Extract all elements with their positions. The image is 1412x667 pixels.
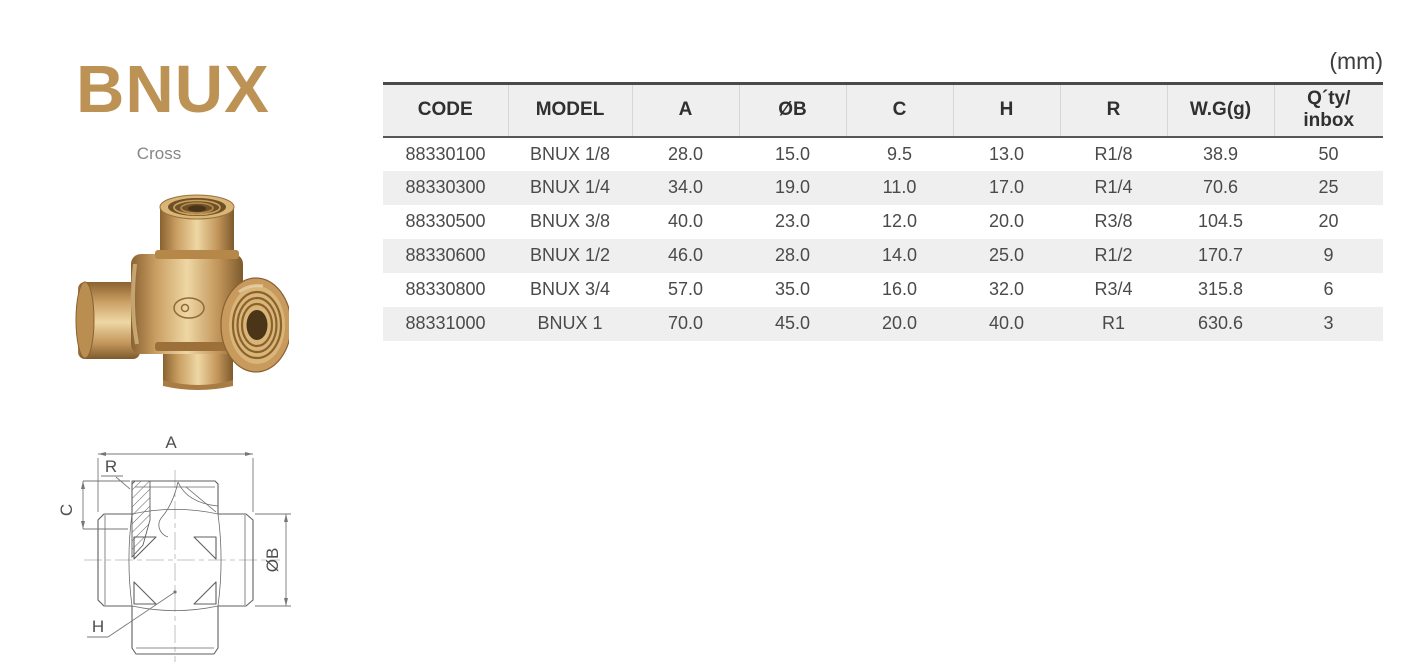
table-cell: 50 — [1318, 143, 1339, 164]
table-cell: 32.0 — [988, 279, 1025, 299]
table-cell: BNUX 1/4 — [508, 170, 632, 205]
table-cell: 9 — [1274, 238, 1383, 273]
series-title: BNUX — [76, 52, 270, 127]
header-cell: CODE — [383, 82, 508, 138]
table-cell: 315.8 — [1197, 279, 1244, 299]
table-cell: 13.0 — [988, 143, 1025, 164]
table-cell: 88330300 — [383, 170, 508, 205]
table-cell: 88330600 — [383, 238, 508, 273]
table-cell: 40.0 — [667, 211, 704, 231]
series-subtitle: Cross — [136, 144, 182, 163]
dim-label-a: A — [165, 433, 177, 452]
table-cell: R1 — [1060, 306, 1167, 341]
table-cell: 25.0 — [953, 238, 1060, 273]
table-row: 88330600 BNUX 1/2 46.0 28.0 14.0 25.0 R1/2 170.… — [383, 238, 1383, 273]
table-cell: 3 — [1274, 306, 1383, 341]
table-cell: 45.0 — [739, 306, 846, 341]
product-photo — [73, 192, 292, 390]
table-cell: 46.0 — [632, 238, 739, 273]
unit-label: (mm) — [1329, 48, 1383, 74]
table-cell: R3/8 — [1094, 211, 1133, 231]
table-cell: 16.0 — [881, 279, 918, 299]
dim-label-c: C — [57, 504, 76, 516]
table-cell: 630.6 — [1167, 306, 1274, 341]
table-cell: 6 — [1323, 279, 1334, 299]
table-cell: 20.0 — [846, 306, 953, 341]
table-row: 88330300 BNUX 1/4 34.0 19.0 11.0 17.0 R1/4 70.6… — [383, 170, 1383, 205]
cross-section-drawing: A R C ØB H — [57, 433, 291, 662]
table-cell: 23.0 — [774, 211, 811, 231]
dim-label-ob: ØB — [263, 548, 282, 573]
table-cell: 19.0 — [739, 170, 846, 205]
table-cell: 12.0 — [881, 211, 918, 231]
brass-cross-fitting-image — [75, 194, 292, 390]
table-cell: 9.5 — [886, 143, 913, 164]
header-cell: A — [631, 82, 739, 138]
table-cell: BNUX 3/8 — [529, 211, 611, 231]
table-cell: 70.6 — [1167, 170, 1274, 205]
table-cell: 88330500 — [405, 211, 486, 231]
spec-table-header-row: CODE MODEL A ØB C H R W.G(g) Q´ty/inbox — [383, 82, 1383, 138]
table-cell: 15.0 — [774, 143, 811, 164]
table-cell: 28.0 — [739, 238, 846, 273]
header-cell: C — [845, 82, 953, 138]
table-cell: 25 — [1274, 170, 1383, 205]
table-cell: 88330800 — [405, 279, 486, 299]
table-cell: R3/4 — [1094, 279, 1133, 299]
table-cell: 170.7 — [1167, 238, 1274, 273]
table-cell: 20 — [1318, 211, 1339, 231]
table-row: 88331000 BNUX 1 70.0 45.0 20.0 40.0 R1 630.6 3 — [383, 306, 1383, 341]
table-cell: 35.0 — [774, 279, 811, 299]
table-cell: BNUX 3/4 — [529, 279, 611, 299]
table-cell: R1/2 — [1060, 238, 1167, 273]
header-cell: H — [952, 82, 1060, 138]
table-cell: 11.0 — [846, 170, 953, 205]
table-cell: 40.0 — [953, 306, 1060, 341]
header-cell: Q´ty/inbox — [1273, 82, 1383, 138]
table-cell: 17.0 — [953, 170, 1060, 205]
table-cell: BNUX 1/2 — [508, 238, 632, 273]
header-cell: W.G(g) — [1166, 82, 1274, 138]
table-cell: 70.0 — [632, 306, 739, 341]
header-cell: MODEL — [507, 82, 632, 138]
table-row: 88330500 BNUX 3/8 40.0 23.0 12.0 20.0 R3/8 104.… — [383, 205, 1383, 239]
header-cell: R — [1059, 82, 1167, 138]
table-cell: BNUX 1 — [508, 306, 632, 341]
table-cell: R1/8 — [1094, 143, 1133, 164]
table-cell: 104.5 — [1197, 211, 1244, 231]
table-cell: 20.0 — [988, 211, 1025, 231]
spec-table-body: 88330100 BNUX 1/8 28.0 15.0 9.5 13.0 R1/8 38.9 5… — [383, 137, 1383, 341]
table-row: 88330800 BNUX 3/4 57.0 35.0 16.0 32.0 R3/4 315.… — [383, 273, 1383, 307]
table-cell: 28.0 — [667, 143, 704, 164]
spec-table: CODE MODEL A ØB C H R W.G(g) Q´ty/inbox 88330100… — [383, 82, 1383, 341]
table-row: 88330100 BNUX 1/8 28.0 15.0 9.5 13.0 R1/8 38.9 5… — [383, 137, 1383, 171]
table-cell: 14.0 — [846, 238, 953, 273]
table-cell: 38.9 — [1202, 143, 1239, 164]
table-cell: 57.0 — [667, 279, 704, 299]
table-cell: 34.0 — [632, 170, 739, 205]
table-cell: 88331000 — [383, 306, 508, 341]
table-cell: 88330100 — [405, 143, 486, 164]
table-cell: R1/4 — [1060, 170, 1167, 205]
header-cell: ØB — [738, 82, 846, 138]
table-cell: BNUX 1/8 — [529, 143, 611, 164]
dim-label-r: R — [105, 457, 117, 476]
technical-drawing: A R C ØB H — [28, 424, 313, 666]
logo-stamp-icon — [173, 297, 205, 319]
dim-label-h: H — [92, 617, 104, 636]
